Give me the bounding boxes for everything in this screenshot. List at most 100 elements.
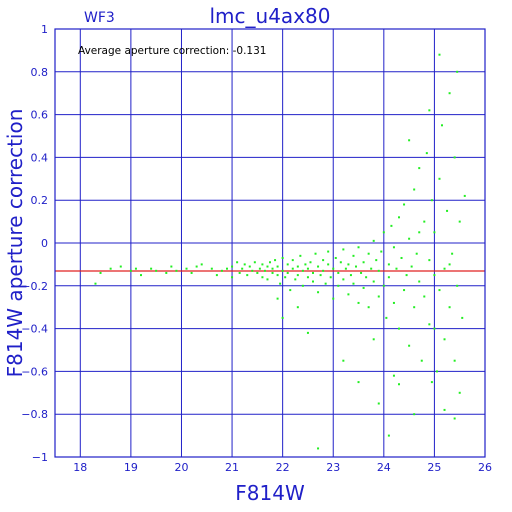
- data-point: [301, 269, 304, 272]
- y-tick-label: 1: [41, 23, 48, 36]
- data-point: [463, 194, 466, 197]
- data-point: [403, 203, 406, 206]
- data-point: [458, 220, 461, 223]
- data-point: [382, 231, 385, 234]
- data-point: [99, 271, 102, 274]
- data-point: [392, 246, 395, 249]
- data-point: [261, 263, 264, 266]
- data-point: [362, 261, 365, 264]
- data-point: [352, 282, 355, 285]
- data-point: [418, 167, 421, 170]
- data-point: [294, 278, 297, 281]
- data-point: [276, 265, 279, 268]
- data-point: [456, 70, 459, 73]
- data-point: [306, 267, 309, 270]
- data-point: [453, 156, 456, 159]
- data-point: [352, 254, 355, 257]
- data-point: [200, 263, 203, 266]
- data-point: [291, 267, 294, 270]
- data-point: [296, 306, 299, 309]
- y-tick-label: 0.4: [31, 151, 49, 164]
- data-point: [392, 374, 395, 377]
- data-point: [256, 271, 259, 274]
- data-point: [215, 274, 218, 277]
- data-point: [165, 271, 168, 274]
- x-tick-label: 18: [73, 461, 87, 474]
- data-point: [276, 297, 279, 300]
- data-point: [372, 338, 375, 341]
- data-point: [403, 289, 406, 292]
- data-point: [428, 259, 431, 262]
- data-point: [357, 301, 360, 304]
- data-point: [226, 267, 228, 270]
- data-point: [430, 199, 433, 202]
- data-point: [271, 271, 274, 274]
- data-point: [312, 280, 314, 283]
- data-point: [418, 280, 421, 283]
- data-point: [190, 271, 193, 274]
- data-points: [94, 53, 466, 450]
- data-point: [134, 267, 137, 270]
- data-point: [258, 267, 261, 270]
- data-point: [433, 327, 436, 330]
- plot-frame: [54, 28, 486, 458]
- data-point: [337, 271, 340, 274]
- data-point: [337, 284, 340, 287]
- data-point: [392, 301, 395, 304]
- data-point: [296, 274, 299, 277]
- data-point: [342, 278, 345, 281]
- data-point: [317, 291, 320, 294]
- data-point: [332, 297, 335, 300]
- y-tick-label: −1: [32, 451, 48, 464]
- data-point: [453, 417, 456, 420]
- data-point: [387, 276, 390, 279]
- data-point: [129, 269, 132, 272]
- data-point: [317, 265, 320, 268]
- y-tick-labels: 1 0.8 0.6 0.4 0.2 0 −0.2 −0.4 −0.6 −0.8 −1: [21, 23, 48, 464]
- grid: [55, 29, 486, 457]
- y-tick-label: 0.8: [31, 66, 49, 79]
- panel-label: WF3: [84, 10, 115, 26]
- data-point: [360, 271, 363, 274]
- data-point: [423, 220, 426, 223]
- data-point: [299, 254, 302, 257]
- x-tick-label: 23: [326, 461, 340, 474]
- data-point: [385, 316, 388, 319]
- data-point: [231, 265, 234, 268]
- data-point: [266, 265, 269, 268]
- data-point: [286, 271, 289, 274]
- data-point: [438, 289, 441, 292]
- data-point: [448, 306, 451, 309]
- x-tick-label: 26: [478, 461, 492, 474]
- data-point: [322, 259, 325, 262]
- y-tick-label: 0.6: [31, 109, 49, 122]
- data-point: [309, 261, 312, 264]
- data-point: [289, 289, 292, 292]
- data-point: [377, 402, 380, 405]
- data-point: [430, 381, 433, 384]
- data-point: [253, 261, 256, 264]
- data-point: [281, 316, 284, 319]
- y-tick-label: −0.2: [21, 280, 48, 293]
- data-point: [362, 286, 365, 289]
- x-tick-label: 24: [377, 461, 391, 474]
- data-point: [425, 152, 428, 155]
- data-point: [284, 276, 287, 279]
- data-point: [377, 269, 380, 272]
- data-point: [251, 269, 254, 272]
- data-point: [428, 109, 431, 112]
- data-point: [405, 274, 408, 277]
- data-point: [395, 267, 398, 270]
- data-point: [446, 209, 449, 212]
- data-point: [170, 265, 173, 268]
- y-tick-label: 0: [41, 237, 48, 250]
- data-point: [306, 276, 309, 279]
- data-point: [243, 263, 246, 266]
- data-point: [266, 278, 269, 281]
- data-point: [387, 434, 390, 437]
- data-point: [372, 239, 375, 242]
- data-point: [248, 265, 251, 268]
- data-point: [334, 256, 337, 259]
